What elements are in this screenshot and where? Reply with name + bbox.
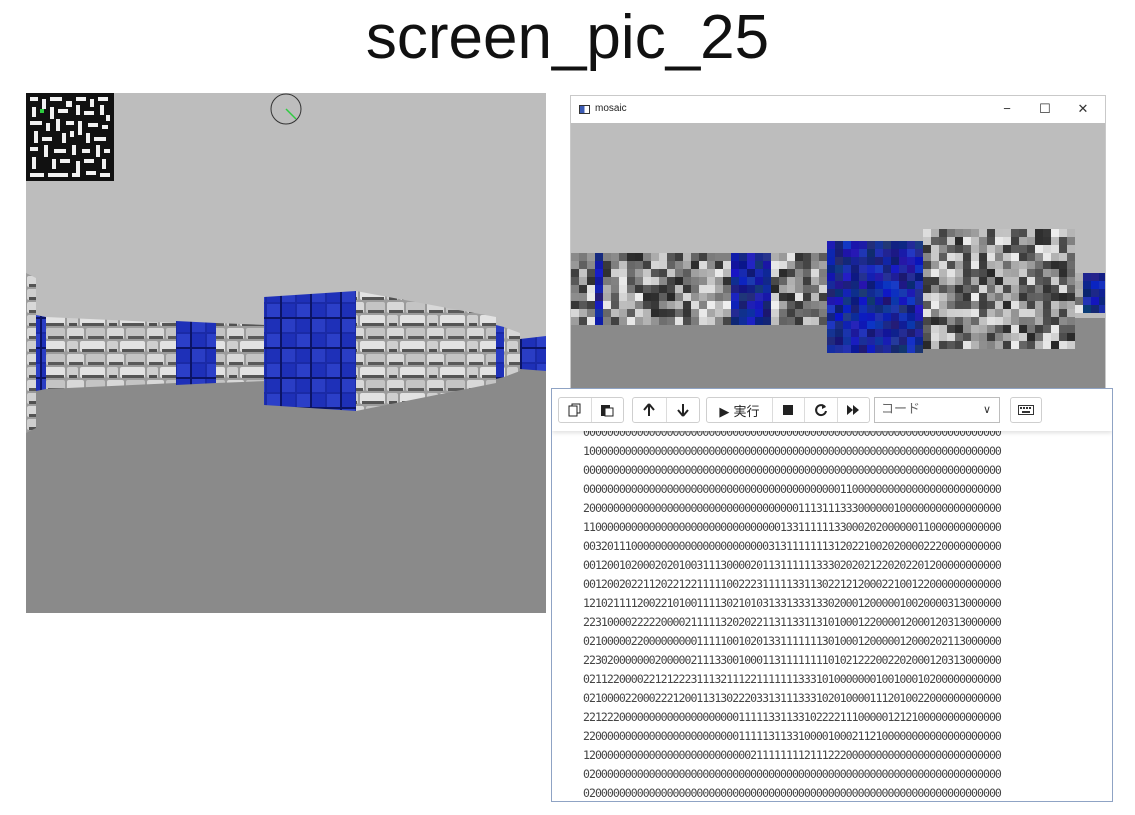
code-line: 2000000000000000000000000000000000001113… (583, 501, 1002, 515)
arrow-up-icon[interactable] (633, 398, 667, 422)
code-select[interactable]: コード ∨ (874, 397, 1000, 423)
code-line: 2231000022222000021111132020221131133113… (583, 615, 1002, 629)
code-line: 1200000000000000000000000000211111111211… (583, 748, 1002, 762)
code-line: 2230200000002000002111330010001131111111… (583, 653, 1002, 667)
code-editor[interactable]: ▶ 実行 コード ∨ 00000000000000000000000000000… (551, 388, 1113, 802)
mosaic-title-bar[interactable]: mosaic − ☐ ✕ (571, 96, 1105, 122)
code-line: 0210000022000000000111110010201331111111… (583, 634, 1002, 648)
code-line: 0200000000000000000000000000000000000000… (583, 767, 1002, 781)
move-group (632, 397, 700, 423)
code-line: 0000000000000000000000000000000000000000… (583, 429, 1002, 439)
code-line: 1100000000000000000000000000000001331111… (583, 520, 1002, 534)
code-line: 2212220000000000000000000011111331133102… (583, 710, 1002, 724)
chevron-down-icon: ∨ (982, 403, 991, 416)
mosaic-window-title: mosaic (595, 103, 627, 114)
maze-3d-view[interactable] (26, 93, 546, 613)
code-line: 0210000220002221200113130222033131113331… (583, 691, 1002, 705)
code-line: 2200000000000000000000000011111311331000… (583, 729, 1002, 743)
copy-icon[interactable] (559, 398, 592, 422)
code-area[interactable]: 0000000000000000000000000000000000000000… (552, 429, 1112, 801)
code-line: 1210211112002210100111130210103133133313… (583, 596, 1002, 610)
code-line: 0000000000000000000000000000000000000000… (583, 463, 1002, 477)
code-line: 0000000000000000000000000000000000000000… (583, 482, 1002, 496)
code-line: 0211220000221212223111321112211111113331… (583, 672, 1002, 686)
code-line: 0012001020002020100311130000201131111113… (583, 558, 1002, 572)
clipboard-group (558, 397, 624, 423)
fast-forward-icon[interactable] (838, 398, 869, 422)
compass (270, 93, 302, 125)
page-title: screen_pic_25 (365, 3, 770, 72)
code-line: 0032011100000000000000000000000313111111… (583, 539, 1002, 553)
keyboard-icon[interactable] (1011, 398, 1041, 422)
keyboard-group (1010, 397, 1042, 423)
maze-3d-scene (26, 93, 546, 613)
arrow-down-icon[interactable] (667, 398, 700, 422)
maximize-button[interactable]: ☐ (1039, 101, 1051, 116)
mosaic-window[interactable]: mosaic − ☐ ✕ (570, 95, 1106, 390)
minimize-button[interactable]: − (1003, 101, 1011, 116)
mosaic-canvas (571, 123, 1105, 389)
stop-icon[interactable] (773, 398, 806, 422)
minimap (26, 93, 114, 181)
app-icon (579, 105, 590, 114)
code-select-value: コード (881, 402, 921, 417)
reload-icon[interactable] (805, 398, 838, 422)
code-line: 0200000000000000000000000000000000000000… (583, 786, 1002, 800)
code-line: 0012002022112022122111110022231111133113… (583, 577, 1002, 591)
close-button[interactable]: ✕ (1077, 101, 1089, 116)
paste-icon[interactable] (592, 398, 624, 422)
run-group: ▶ 実行 (706, 397, 870, 423)
run-button[interactable]: ▶ 実行 (707, 398, 773, 422)
code-line: 1000000000000000000000000000000000000000… (583, 444, 1002, 458)
editor-toolbar: ▶ 実行 コード ∨ (552, 389, 1112, 431)
